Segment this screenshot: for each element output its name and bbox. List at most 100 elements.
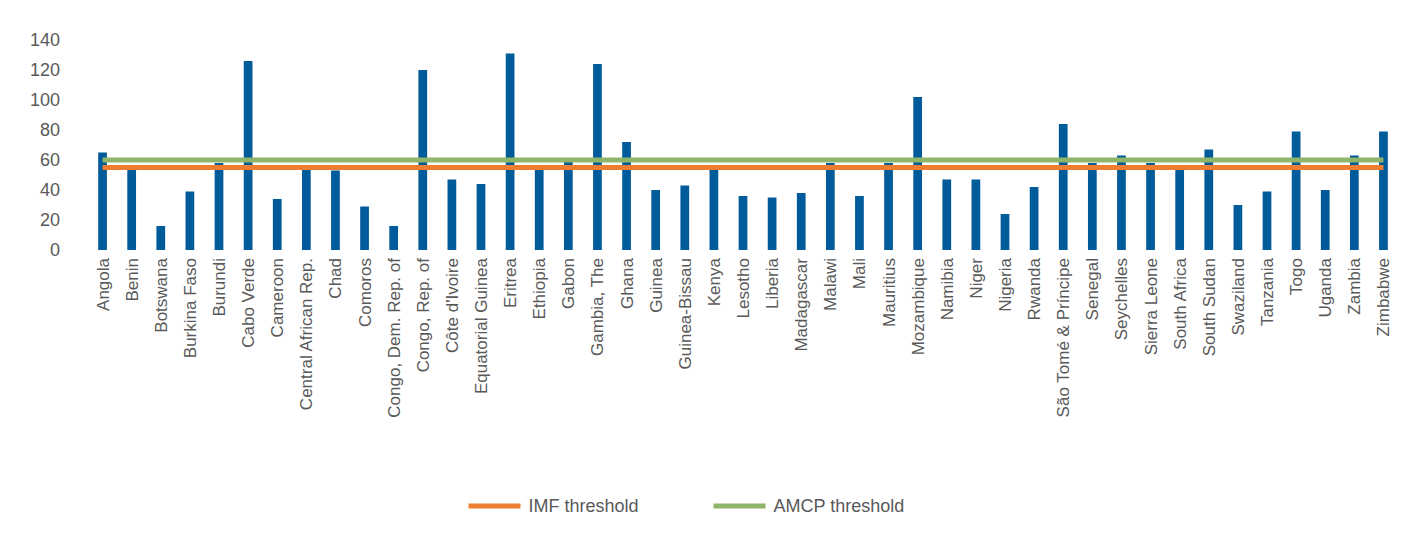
bar <box>244 61 253 250</box>
bar <box>913 97 922 250</box>
bar <box>1030 187 1039 250</box>
x-tick-label: Zimbabwe <box>1374 258 1393 336</box>
x-tick-label: Burundi <box>210 258 229 317</box>
y-tick-label: 100 <box>30 90 60 110</box>
x-tick-label: Zambia <box>1345 257 1364 314</box>
x-tick-label: Togo <box>1287 258 1306 295</box>
x-tick-label: Sierra Leone <box>1142 258 1161 355</box>
bar <box>331 171 340 251</box>
x-tick-label: Swaziland <box>1229 258 1248 336</box>
bar <box>1321 190 1330 250</box>
legend-swatch <box>469 504 521 509</box>
bar <box>593 64 602 250</box>
bar <box>651 190 660 250</box>
x-tick-label: Cabo Verde <box>239 258 258 348</box>
y-tick-label: 40 <box>40 180 60 200</box>
x-tick-label: Ethiopia <box>530 257 549 319</box>
x-tick-label: Mozambique <box>909 258 928 355</box>
x-tick-label: Lesotho <box>734 258 753 319</box>
bar <box>1379 132 1388 251</box>
bar <box>1292 132 1301 251</box>
bar <box>156 226 165 250</box>
bar <box>564 160 573 250</box>
bar <box>448 180 457 251</box>
bar <box>680 186 689 251</box>
y-tick-label: 0 <box>50 240 60 260</box>
bar <box>215 163 224 250</box>
bar <box>884 163 893 250</box>
y-tick-label: 140 <box>30 30 60 50</box>
x-tick-label: Burkina Faso <box>181 258 200 358</box>
threshold-line <box>103 165 1384 170</box>
threshold-line <box>103 158 1384 163</box>
x-tick-label: South Africa <box>1171 257 1190 349</box>
x-tick-label: Senegal <box>1083 258 1102 320</box>
x-tick-label: Eritrea <box>501 257 520 308</box>
x-tick-label: Gambia, The <box>588 258 607 356</box>
legend: IMF threshold AMCP threshold <box>469 496 905 516</box>
x-tick-label: Rwanda <box>1025 257 1044 320</box>
bar <box>797 193 806 250</box>
legend-label: AMCP threshold <box>774 496 905 516</box>
x-tick-label: Nigeria <box>996 257 1015 311</box>
bar <box>1146 163 1155 250</box>
legend-label: IMF threshold <box>529 496 639 516</box>
legend-swatch <box>714 504 766 509</box>
x-tick-label: São Tomé & Príncipe <box>1054 258 1073 417</box>
bar <box>302 168 311 251</box>
x-tick-label: Mauritius <box>880 258 899 327</box>
x-tick-label: Comoros <box>356 258 375 327</box>
x-tick-label: Liberia <box>763 257 782 309</box>
bar <box>1001 214 1010 250</box>
x-tick-label: Congo, Dem. Rep. of <box>385 258 404 418</box>
x-tick-label: Chad <box>326 258 345 299</box>
x-tick-label: Botswana <box>152 257 171 332</box>
x-tick-label: Niger <box>967 258 986 299</box>
y-tick-label: 80 <box>40 120 60 140</box>
bar <box>127 168 136 251</box>
x-tick-label: Guinea-Bissau <box>676 258 695 370</box>
x-tick-label: Côte d'Ivoire <box>443 258 462 353</box>
x-tick-label: Equatorial Guinea <box>472 257 491 394</box>
plot-area <box>98 54 1388 251</box>
x-tick-label: Kenya <box>705 257 724 306</box>
bar <box>1263 192 1272 251</box>
bar <box>768 198 777 251</box>
x-tick-label: Tanzania <box>1258 257 1277 326</box>
bar <box>360 207 369 251</box>
x-tick-label: Mali <box>850 258 869 289</box>
bar <box>389 226 398 250</box>
bar <box>186 192 195 251</box>
x-tick-label: Malawi <box>821 258 840 311</box>
x-tick-label: Benin <box>123 258 142 301</box>
x-tick-label: Madagascar <box>792 258 811 352</box>
x-tick-label: Cameroon <box>268 258 287 337</box>
y-tick-label: 120 <box>30 60 60 80</box>
bar <box>855 196 864 250</box>
x-tick-label: Angola <box>94 257 113 310</box>
bar <box>739 196 748 250</box>
bar <box>1204 150 1213 251</box>
y-tick-label: 60 <box>40 150 60 170</box>
chart: 0 20 40 60 80 100 120 140 Angola Benin Botswana Bur… <box>0 0 1427 544</box>
bar <box>1059 124 1068 250</box>
bar <box>710 169 719 250</box>
bar <box>1175 169 1184 250</box>
x-tick-label: Congo, Rep. of <box>414 258 433 373</box>
x-tick-label: South Sudan <box>1200 258 1219 356</box>
bar <box>477 184 486 250</box>
bar <box>273 199 282 250</box>
x-tick-label: Central African Rep. <box>297 258 316 410</box>
bar <box>826 163 835 250</box>
x-tick-label: Ghana <box>618 257 637 309</box>
bar <box>972 180 981 251</box>
x-tick-label: Gabon <box>559 258 578 309</box>
x-tick-label: Seychelles <box>1112 258 1131 340</box>
bar <box>506 54 515 251</box>
bar <box>1088 163 1097 250</box>
y-tick-label: 20 <box>40 210 60 230</box>
x-tick-label: Uganda <box>1316 257 1335 317</box>
bar <box>535 168 544 251</box>
x-tick-label: Guinea <box>647 257 666 312</box>
bar <box>1234 205 1243 250</box>
